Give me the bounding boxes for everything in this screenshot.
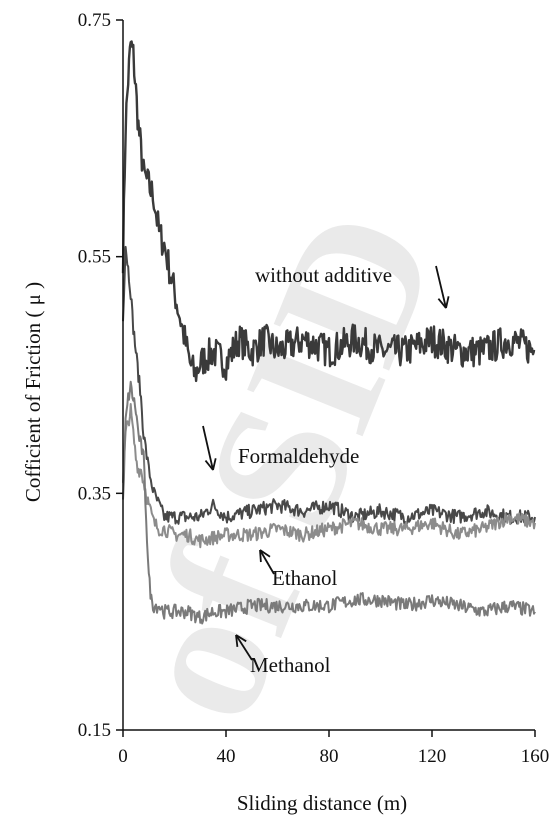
y-axis-title: Cofficient of Friction ( μ ): [21, 282, 45, 502]
annotation-without-additive: without additive: [255, 263, 392, 287]
series-line-ethanol: [122, 403, 536, 549]
annotation-arrow-methanol: [235, 634, 253, 661]
series-line-formaldehyde: [122, 245, 536, 525]
annotations: without additive Formaldehyde Ethanol Metha…: [202, 263, 450, 677]
y-tick-label: 0.75: [78, 10, 111, 31]
y-tick-label: 0.15: [78, 720, 111, 741]
annotation-arrow-without-additive: [435, 265, 450, 309]
x-tick-label: 0: [118, 746, 128, 767]
annotation-methanol: Methanol: [250, 653, 331, 677]
y-ticks: 0.15 0.35 0.55 0.75: [78, 10, 123, 741]
annotation-arrow-formaldehyde: [202, 425, 217, 471]
x-tick-label: 160: [521, 746, 550, 767]
series-line-without-additive: [121, 40, 536, 383]
x-axis-title: Sliding distance (m): [237, 791, 407, 815]
y-tick-label: 0.35: [78, 483, 111, 504]
series-line-methanol: [122, 380, 536, 625]
x-tick-label: 120: [418, 746, 447, 767]
annotation-ethanol: Ethanol: [272, 566, 337, 590]
series-layer: [121, 40, 536, 625]
x-tick-label: 40: [217, 746, 236, 767]
x-tick-label: 80: [320, 746, 339, 767]
annotation-arrow-ethanol: [259, 549, 275, 575]
y-tick-label: 0.55: [78, 247, 111, 268]
annotation-formaldehyde: Formaldehyde: [238, 444, 359, 468]
x-ticks: 0 40 80 120 160: [118, 730, 549, 767]
